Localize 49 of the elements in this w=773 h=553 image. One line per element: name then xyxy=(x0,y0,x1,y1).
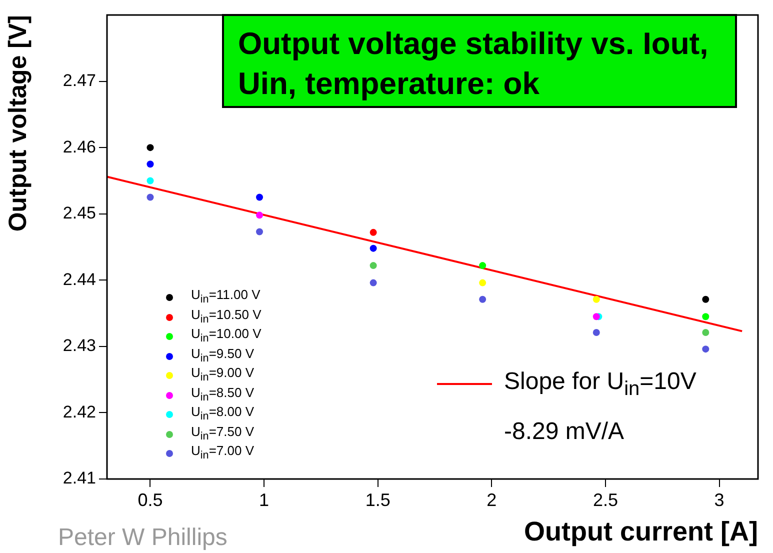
x-axis-title: Output current [A] xyxy=(524,516,758,546)
legend-label: U$_{in}$=7.50 V xyxy=(191,424,254,442)
y-tick-label: 2.44 xyxy=(62,270,96,289)
y-tick-label: 2.45 xyxy=(62,204,96,223)
x-tick-label: 2 xyxy=(486,490,497,510)
text: Output voltage stability vs. Iout, Uin, temperature: ok xyxy=(222,14,737,108)
point xyxy=(592,329,600,336)
x-tick-label: 1 xyxy=(259,490,270,510)
point xyxy=(702,313,710,320)
point xyxy=(370,228,377,236)
y-tick-label: 2.46 xyxy=(62,137,96,156)
point xyxy=(702,329,710,336)
text: Peter W Phillips xyxy=(58,524,228,552)
legend-label: U$_{in}$=8.50 V xyxy=(191,384,254,404)
legend-label: U$_{in}$=8.00 V xyxy=(191,404,254,423)
x-tick-label: 0.5 xyxy=(138,490,163,510)
x-tick-label: 2.5 xyxy=(592,490,618,510)
point xyxy=(146,177,154,184)
legend-label: U$_{in}$=9.50 V xyxy=(191,346,254,364)
legend-label: U$_{in}$=10.00 V xyxy=(191,326,262,345)
point xyxy=(479,296,486,303)
point xyxy=(146,194,154,201)
point xyxy=(592,313,600,320)
point xyxy=(479,262,486,270)
x-tick-label: 3 xyxy=(714,490,724,510)
legend-label: U$_{in}$=9.00 V xyxy=(191,365,254,384)
legend-label: Slope for U$_{in}$=10V xyxy=(504,368,696,401)
point xyxy=(370,244,377,252)
x-tick-label: 1.5 xyxy=(365,490,390,510)
legend-label: U$_{in}$=7.00 V xyxy=(191,442,254,464)
y-tick-label: 2.47 xyxy=(62,70,96,90)
y-tick-label: 2.41 xyxy=(62,468,96,488)
point xyxy=(146,144,154,152)
y-tick-label: 2.43 xyxy=(62,336,96,356)
y-axis-title: Output voltage [V] xyxy=(4,15,32,232)
point xyxy=(256,228,264,236)
point xyxy=(146,160,154,168)
point xyxy=(370,262,377,270)
legend-label: U$_{in}$=11.00 V xyxy=(191,287,260,306)
point xyxy=(702,296,710,303)
point xyxy=(592,296,600,303)
point xyxy=(370,279,377,286)
point xyxy=(702,346,710,353)
point xyxy=(256,212,264,219)
annotation: -8.29 mV/A xyxy=(504,418,624,446)
point xyxy=(256,194,264,201)
legend-label: U$_{in}$=10.50 V xyxy=(191,306,262,326)
y-tick-label: 2.42 xyxy=(62,402,96,422)
point xyxy=(479,279,486,286)
